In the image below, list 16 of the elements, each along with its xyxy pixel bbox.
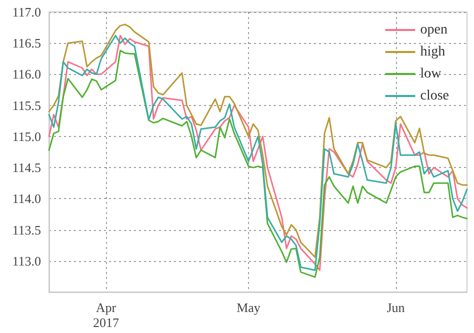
legend-label: close [420,88,449,104]
y-tick-label: 116.5 [12,36,41,51]
legend-label: low [420,66,442,82]
x-tick-label: Jun [386,300,406,315]
x-tick-label: May [236,300,261,315]
y-tick-label: 114.0 [12,191,41,206]
y-tick-label: 113.0 [12,253,41,268]
y-tick-label: 114.5 [12,160,41,176]
y-tick-label: 115.0 [12,128,41,144]
y-tick-label: 117.0 [12,4,41,20]
x-tick-label: Apr 2017 [93,300,120,330]
legend-label: open [420,22,448,38]
y-tick-label: 113.5 [12,222,41,238]
legend-label: high [420,44,446,60]
y-tick-label: 115.5 [12,98,41,113]
y-tick-label: 116.0 [12,66,41,82]
